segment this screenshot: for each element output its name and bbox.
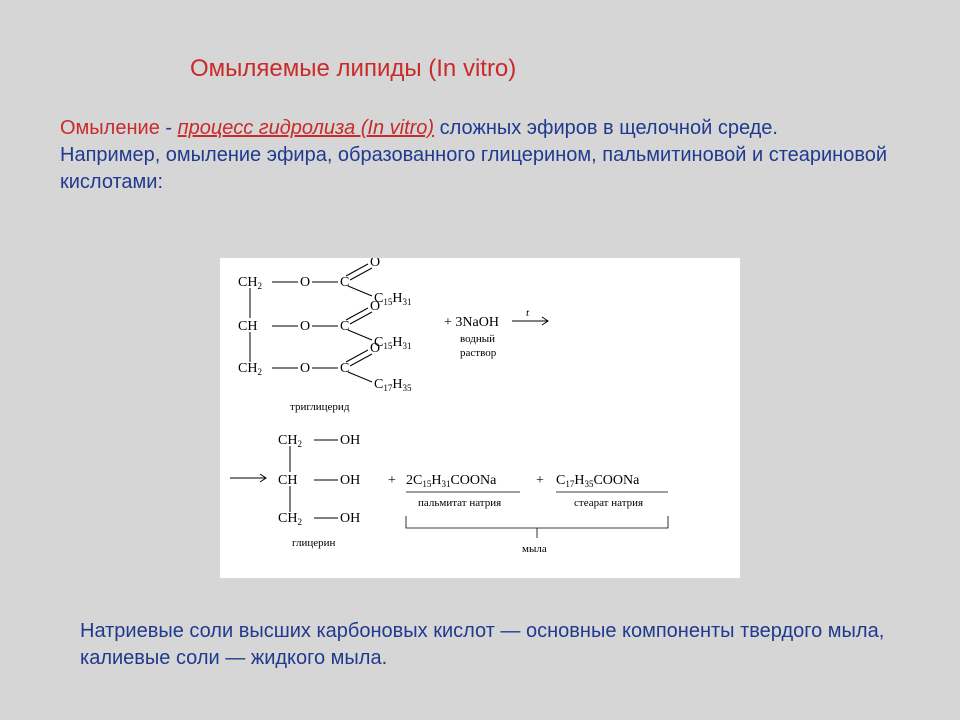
svg-text:CH2: CH2 <box>278 511 302 527</box>
intro-dash: - <box>160 117 178 139</box>
svg-text:t: t <box>526 307 530 319</box>
svg-text:O: O <box>300 275 310 290</box>
reaction-diagram: CH2 CH CH2 O O O C C C O O O C15H31 C15H… <box>220 258 740 578</box>
intro-paragraph: Омыление - процесс гидролиза (In vitro) … <box>60 115 920 196</box>
svg-text:CH2: CH2 <box>238 275 262 291</box>
svg-text:водный: водный <box>460 333 495 345</box>
svg-text:раствор: раствор <box>460 347 497 359</box>
svg-text:OH: OH <box>340 473 360 488</box>
svg-text:C: C <box>340 275 349 290</box>
svg-text:O: O <box>300 361 310 376</box>
svg-text:O: O <box>300 319 310 334</box>
svg-text:C: C <box>340 361 349 376</box>
page-title: Омыляемые липиды (In vitro) <box>190 55 516 83</box>
svg-text:C: C <box>340 319 349 334</box>
svg-text:+ 3NaOH: + 3NaOH <box>444 315 499 330</box>
intro-rest1: сложных эфиров в щелочной среде. <box>434 117 778 139</box>
svg-text:+: + <box>536 473 544 488</box>
svg-text:CH: CH <box>238 319 257 334</box>
svg-text:пальмитат натрия: пальмитат натрия <box>418 497 501 509</box>
svg-text:CH2: CH2 <box>238 361 262 377</box>
bottom-paragraph: Натриевые соли высших карбоновых кислот … <box>80 618 900 672</box>
svg-text:C15H31: C15H31 <box>374 291 411 307</box>
svg-text:CH: CH <box>278 473 297 488</box>
svg-text:O: O <box>370 258 380 270</box>
svg-text:OH: OH <box>340 511 360 526</box>
svg-text:C17H35COONa: C17H35COONa <box>556 473 640 489</box>
svg-text:2C15H31COONa: 2C15H31COONa <box>406 473 497 489</box>
svg-text:C15H31: C15H31 <box>374 335 411 351</box>
svg-text:C17H35: C17H35 <box>374 377 412 393</box>
svg-text:OH: OH <box>340 433 360 448</box>
svg-text:глицерин: глицерин <box>292 537 335 549</box>
intro-line2: Например, омыление эфира, образованного … <box>60 144 887 193</box>
svg-text:мыла: мыла <box>522 543 547 555</box>
intro-underline: процесс гидролиза (In vitro) <box>178 117 434 139</box>
svg-text:CH2: CH2 <box>278 433 302 449</box>
svg-text:стеарат натрия: стеарат натрия <box>574 497 643 509</box>
intro-highlight: Омыление <box>60 117 160 139</box>
svg-text:+: + <box>388 473 396 488</box>
svg-text:триглицерид: триглицерид <box>290 401 350 413</box>
